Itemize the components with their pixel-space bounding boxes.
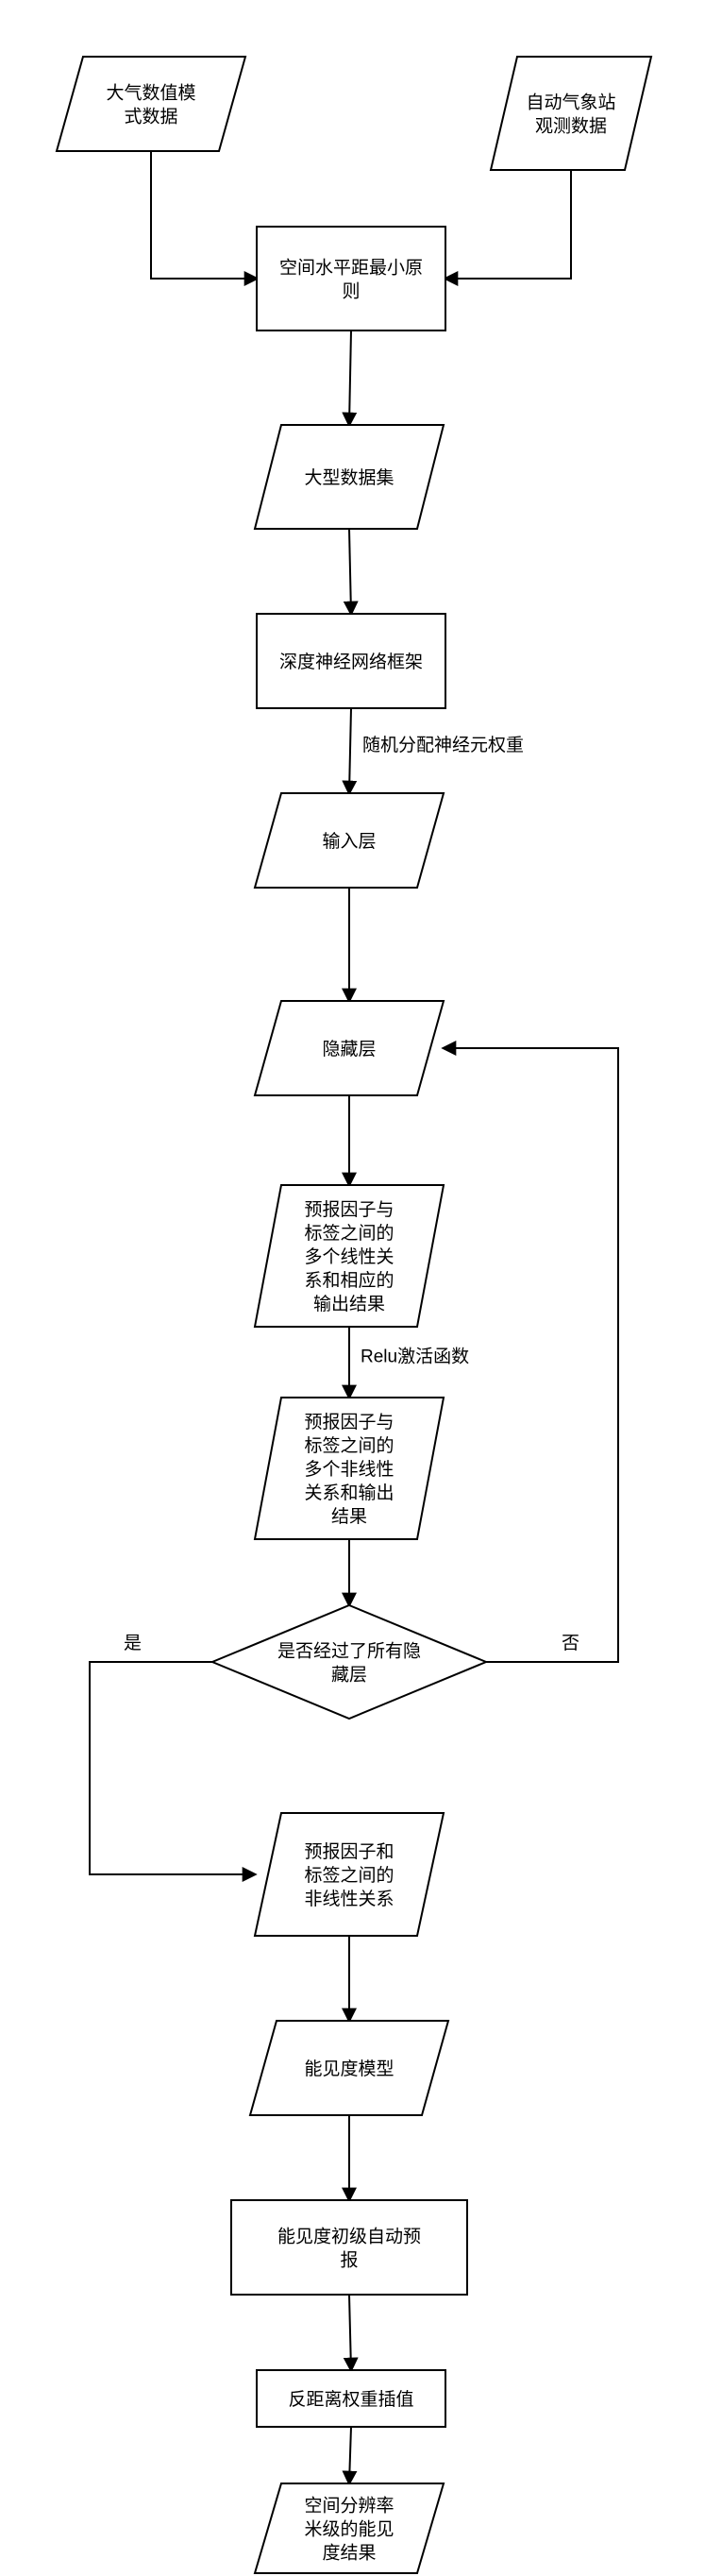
node-label: 结果 bbox=[331, 1506, 367, 1527]
node-label: 大型数据集 bbox=[304, 467, 394, 488]
node-label: 则 bbox=[342, 281, 360, 302]
node-n2: 自动气象站观测数据 bbox=[491, 57, 651, 170]
node-label: 预报因子与 bbox=[304, 1199, 394, 1220]
node-n3: 空间水平距最小原则 bbox=[257, 227, 445, 330]
node-n9: 预报因子与标签之间的多个非线性关系和输出结果 bbox=[255, 1398, 444, 1539]
edge bbox=[444, 1048, 618, 1662]
node-n7: 隐藏层 bbox=[255, 1001, 444, 1095]
edge bbox=[349, 330, 351, 425]
flowchart: 随机分配神经元权重 Relu激活函数是 否 大气数值模式数据 自动气象站观测数据空间水平… bbox=[0, 0, 705, 2576]
node-label: 反距离权重插值 bbox=[288, 2389, 413, 2410]
node-label: 关系和输出 bbox=[304, 1483, 394, 1503]
edge bbox=[349, 2295, 351, 2370]
node-label: 藏层 bbox=[331, 1665, 367, 1686]
node-label: 系和相应的 bbox=[304, 1270, 394, 1291]
node-label: 标签之间的 bbox=[304, 1435, 394, 1456]
node-label: 观测数据 bbox=[535, 116, 607, 137]
edge bbox=[349, 708, 351, 793]
node-label: 报 bbox=[340, 2250, 358, 2271]
edge bbox=[90, 1662, 255, 1874]
node-label: 预报因子和 bbox=[304, 1841, 394, 1862]
edge bbox=[151, 151, 257, 279]
node-n12: 能见度模型 bbox=[250, 2021, 448, 2115]
edge bbox=[349, 529, 351, 614]
node-n8: 预报因子与标签之间的多个线性关系和相应的输出结果 bbox=[255, 1185, 444, 1327]
edge bbox=[445, 170, 571, 279]
node-label: 非线性关系 bbox=[304, 1889, 394, 1909]
node-label: 式数据 bbox=[124, 107, 177, 127]
node-label: 米级的能见 bbox=[304, 2519, 394, 2540]
node-label: 输出结果 bbox=[313, 1294, 385, 1314]
node-n15: 空间分辨率米级的能见度结果 bbox=[255, 2483, 444, 2573]
node-n6: 输入层 bbox=[255, 793, 444, 888]
node-label: 标签之间的 bbox=[304, 1865, 394, 1886]
node-label: 度结果 bbox=[322, 2543, 376, 2564]
node-label: 输入层 bbox=[322, 831, 376, 852]
node-n10: 是否经过了所有隐藏层 bbox=[212, 1605, 486, 1719]
node-label: 能见度模型 bbox=[304, 2059, 394, 2079]
node-label: 深度神经网络框架 bbox=[279, 652, 423, 672]
node-label: 隐藏层 bbox=[322, 1039, 376, 1059]
edge bbox=[349, 2427, 351, 2483]
node-n14: 反距离权重插值 bbox=[257, 2370, 445, 2427]
node-n11: 预报因子和标签之间的非线性关系 bbox=[255, 1813, 444, 1936]
node-n1: 大气数值模式数据 bbox=[57, 57, 245, 151]
node-label: 多个非线性 bbox=[304, 1459, 394, 1480]
edge-label: 否 bbox=[562, 1634, 579, 1653]
edge-label: 是 bbox=[124, 1634, 142, 1653]
node-label: 标签之间的 bbox=[304, 1223, 394, 1244]
node-n13: 能见度初级自动预报 bbox=[231, 2200, 467, 2295]
node-label: 能见度初级自动预 bbox=[277, 2227, 421, 2247]
node-label: 空间水平距最小原 bbox=[279, 258, 423, 279]
edge-label: Relu激活函数 bbox=[361, 1347, 469, 1367]
node-label: 大气数值模 bbox=[106, 83, 195, 104]
edge-label: 随机分配神经元权重 bbox=[362, 735, 524, 755]
node-label: 空间分辨率 bbox=[304, 2496, 394, 2517]
node-n5: 深度神经网络框架 bbox=[257, 614, 445, 708]
node-label: 预报因子与 bbox=[304, 1412, 394, 1432]
node-label: 自动气象站 bbox=[526, 93, 615, 113]
node-n4: 大型数据集 bbox=[255, 425, 444, 529]
node-label: 是否经过了所有隐 bbox=[277, 1641, 421, 1662]
node-label: 多个线性关 bbox=[304, 1246, 394, 1267]
